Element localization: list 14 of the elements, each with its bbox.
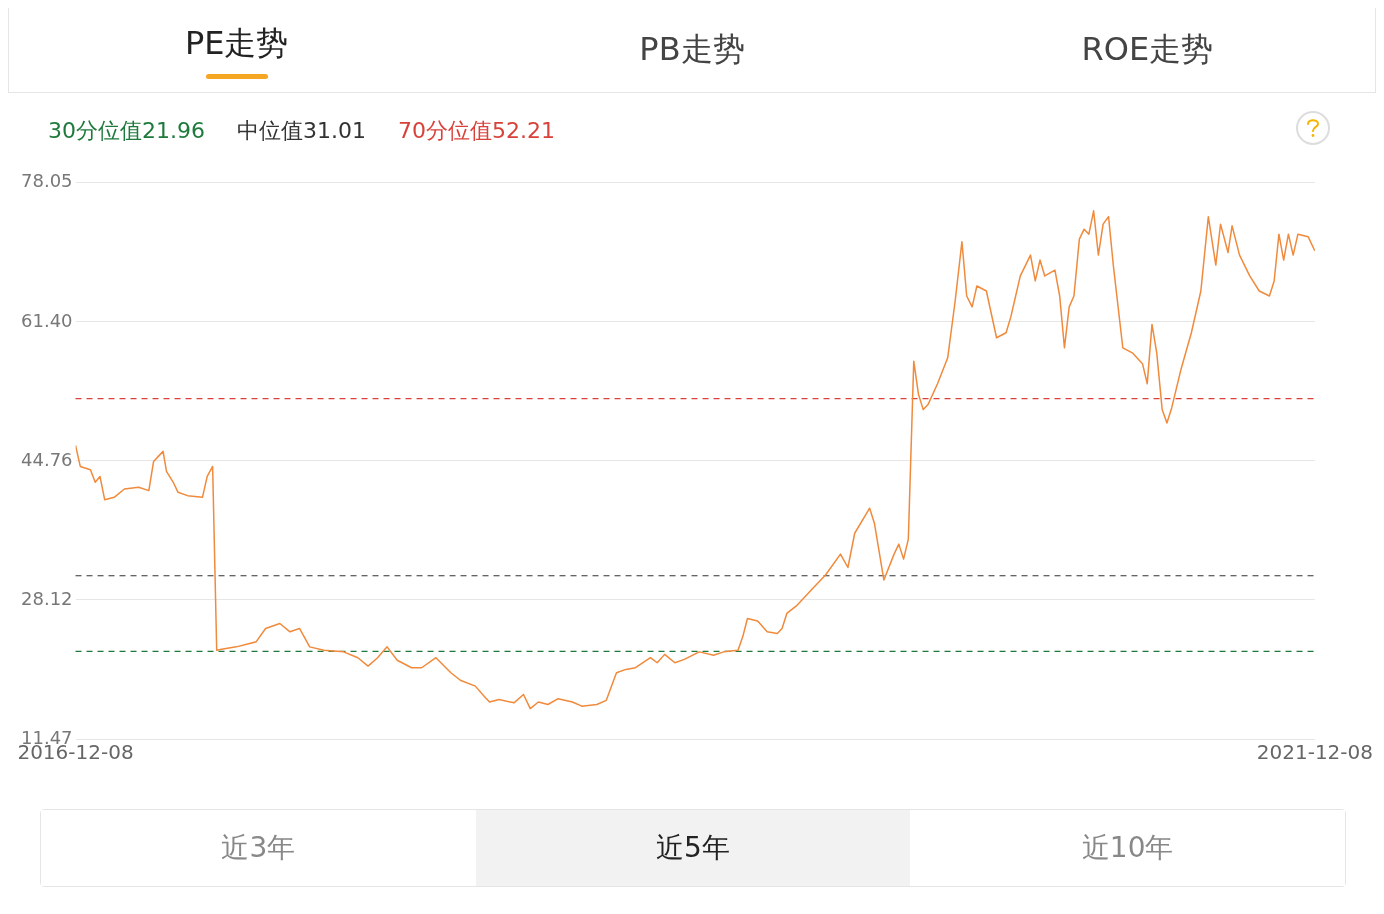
ref-line-label: 70分位值52.21 (397, 117, 555, 145)
text: 近5年 (475, 810, 911, 886)
text: ROE走势 (1081, 29, 1214, 70)
text: 近3年 (41, 810, 476, 886)
y-tick-label: 44.76 (21, 448, 73, 470)
text: PE走势 (184, 22, 289, 64)
x-tick-label: 2021-12-08 (1256, 740, 1373, 765)
ref-line-label: 中位值31.01 (236, 117, 366, 145)
y-tick-label: 28.12 (21, 587, 73, 609)
y-tick-label: 61.40 (21, 309, 73, 331)
ref-line-label: 30分位值21.96 (48, 117, 205, 145)
text: 近10年 (910, 810, 1346, 886)
text: PB走势 (639, 29, 745, 70)
y-tick-label: 78.05 (21, 170, 73, 192)
